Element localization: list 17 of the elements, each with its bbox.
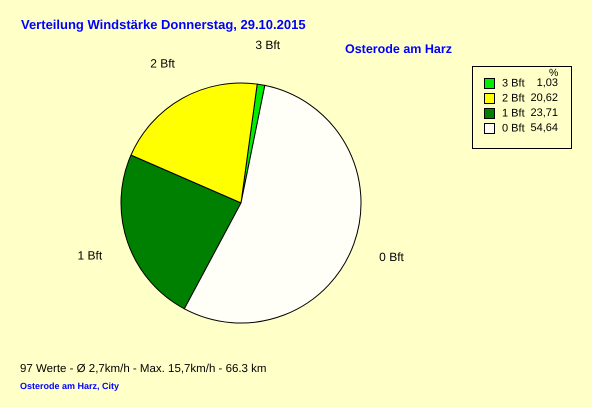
- slice-label: 1 Bft: [78, 248, 103, 263]
- text: 97 Werte - Ø 2,7km/h - Max. 15,7km/h - 66.3 km: [20, 363, 266, 375]
- legend-title: %: [549, 67, 558, 79]
- chart-subtitle: Osterode am Harz: [345, 42, 452, 56]
- data-label: 20,62: [530, 92, 558, 104]
- legend-label: 2 Bft: [502, 92, 525, 104]
- data-label: 1,03: [536, 77, 558, 89]
- data-label: 54,64: [530, 122, 558, 134]
- slice-label: 3 Bft: [255, 38, 281, 52]
- text: Osterode am Harz, City: [20, 381, 120, 391]
- legend-label: 0 Bft: [502, 122, 525, 134]
- slice-label: 0 Bft: [379, 250, 405, 264]
- legend-label: 3 Bft: [502, 78, 525, 90]
- slice-label: 2 Bft: [150, 56, 176, 71]
- chart-title: Verteilung Windstärke Donnerstag, 29.10.2015: [21, 17, 306, 32]
- data-label: 23,71: [530, 107, 558, 119]
- legend-label: 1 Bft: [502, 108, 525, 120]
